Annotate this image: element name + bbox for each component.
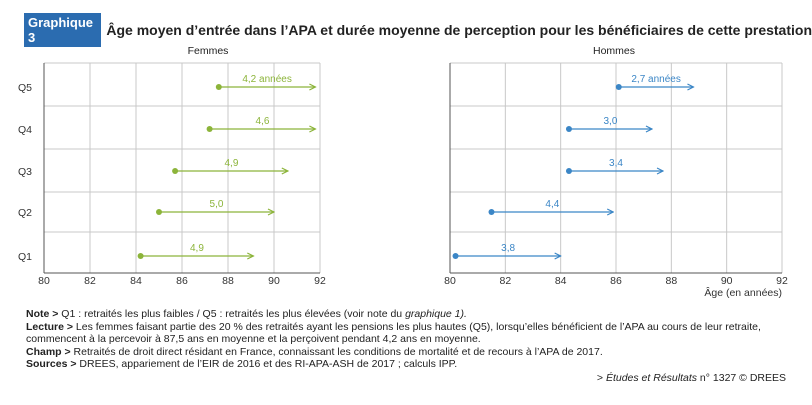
- femmes-x-tick-label-80: 80: [38, 275, 50, 287]
- lecture-line: Lecture > Les femmes faisant partie des …: [26, 321, 796, 346]
- hommes-duration-label-q2: 4,4: [545, 199, 559, 210]
- femmes-entry-age-point-q4: [206, 126, 213, 132]
- femmes-x-tick-label-90: 90: [268, 275, 280, 287]
- chart-header: Graphique 3 Âge moyen d’entrée dans l’AP…: [24, 13, 812, 47]
- femmes-entry-age-point-q2: [156, 209, 162, 215]
- femmes-x-tick-label-86: 86: [176, 275, 188, 287]
- category-label-q3: Q3: [18, 166, 32, 178]
- hommes-x-tick-label-84: 84: [555, 275, 567, 287]
- lecture-text: Les femmes faisant partie des 20 % des r…: [26, 320, 761, 346]
- hommes-duration-label-q4: 3,0: [604, 116, 618, 127]
- femmes-x-tick-label-88: 88: [222, 275, 234, 287]
- lecture-label: Lecture >: [26, 320, 73, 333]
- category-label-q2: Q2: [18, 207, 32, 219]
- grid-layer: [43, 62, 783, 274]
- hommes-entry-age-point-q3: [565, 168, 572, 174]
- femmes-duration-label-q4: 4,6: [256, 116, 270, 127]
- hommes-x-tick-label-82: 82: [499, 275, 511, 287]
- femmes-duration-label-q1: 4,9: [190, 243, 204, 254]
- ref-prefix: >: [596, 372, 606, 384]
- champ-label: Champ >: [26, 345, 71, 358]
- hommes-duration-label-q3: 3,4: [609, 158, 623, 169]
- sources-line: Sources > DREES, appariement de l’EIR de…: [26, 358, 796, 371]
- axis-layer: Q5 Q4 Q3 Q2 Q1 80 82 84 86 88 90 92 Femmes 80 82 84 86 88…: [18, 45, 788, 287]
- hommes-x-tick-label-92: 92: [776, 275, 788, 287]
- category-label-q5: Q5: [18, 82, 32, 94]
- hommes-x-tick-label-86: 86: [610, 275, 622, 287]
- hommes-entry-age-point-q1: [452, 253, 459, 259]
- hommes-entry-age-point-q4: [565, 126, 572, 132]
- femmes-x-tick-label-92: 92: [314, 275, 326, 287]
- hommes-x-tick-label-80: 80: [444, 275, 456, 287]
- note-italic: graphique 1).: [405, 308, 467, 320]
- hommes-entry-age-point-q2: [488, 209, 495, 215]
- figure-badge: Graphique 3: [24, 13, 102, 47]
- femmes-entry-age-point-q1: [137, 253, 144, 259]
- hommes-duration-label-q1: 3,8: [501, 243, 515, 254]
- note-label: Note >: [26, 308, 59, 320]
- femmes-entry-age-point-q3: [172, 168, 179, 174]
- sources-text: DREES, appariement de l’EIR de 2016 et d…: [76, 358, 458, 371]
- hommes-x-tick-label-88: 88: [665, 275, 677, 287]
- femmes-x-tick-label-84: 84: [130, 275, 142, 287]
- sources-label: Sources >: [26, 358, 77, 371]
- femmes-duration-label-q3: 4,9: [224, 158, 238, 169]
- note-line: Note > Q1 : retraités les plus faibles /…: [26, 308, 796, 321]
- category-label-q4: Q4: [18, 124, 32, 136]
- femmes-entry-age-point-q5: [215, 84, 222, 90]
- champ-text: Retraités de droit direct résidant en Fr…: [70, 345, 603, 358]
- chart-notes: Note > Q1 : retraités les plus faibles /…: [26, 308, 796, 371]
- hommes-duration-label-q5: 2,7 années: [631, 74, 681, 85]
- panel-title-hommes: Hommes: [593, 45, 635, 57]
- publication-reference: > Études et Résultats n° 1327 © DREES: [597, 372, 786, 384]
- note-text: Q1 : retraités les plus faibles / Q5 : r…: [58, 308, 406, 320]
- panel-title-femmes: Femmes: [188, 45, 229, 57]
- category-label-q1: Q1: [18, 251, 32, 263]
- chart-title: Âge moyen d’entrée dans l’APA et durée m…: [106, 22, 812, 38]
- femmes-x-tick-label-82: 82: [84, 275, 96, 287]
- ref-italic: Études et Résultats: [605, 372, 698, 384]
- x-axis-label: Âge (en années): [704, 286, 782, 299]
- hommes-x-tick-label-90: 90: [721, 275, 733, 287]
- series-layer: 4,2 années 4,6 4,9 5,0 4,9 2,7 années 3,0 3,4 4,…: [137, 74, 694, 259]
- champ-line: Champ > Retraités de droit direct résida…: [26, 346, 796, 359]
- femmes-duration-label-q5: 4,2 années: [242, 74, 292, 85]
- hommes-entry-age-point-q5: [615, 84, 622, 90]
- dumbbell-chart: Q5 Q4 Q3 Q2 Q1 80 82 84 86 88 90 92 Femmes 80 82 84 86 88…: [18, 45, 788, 299]
- ref-suffix: n° 1327 © DREES: [697, 372, 786, 384]
- femmes-duration-label-q2: 5,0: [210, 199, 224, 210]
